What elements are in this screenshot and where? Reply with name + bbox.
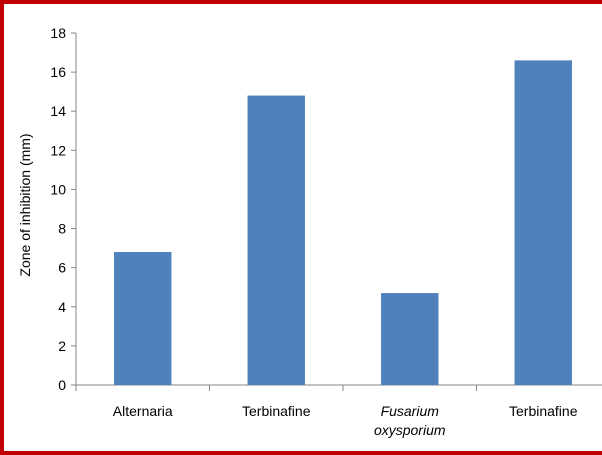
- x-category-label-line: Terbinafine: [509, 403, 578, 419]
- x-category-label: Alternaria: [113, 403, 173, 419]
- y-tick-label: 16: [50, 64, 66, 80]
- x-axis-labels: Alternaria Terbinafine Fusarium oxysporium T…: [113, 403, 578, 438]
- y-tick-label: 4: [58, 299, 66, 315]
- y-tick-label: 10: [50, 181, 66, 197]
- y-tick-label: 14: [50, 103, 66, 119]
- y-tick-label: 8: [58, 221, 66, 237]
- x-category-label-line: oxysporium: [374, 422, 446, 438]
- x-category-label-line: Terbinafine: [242, 403, 311, 419]
- y-tick-label: 6: [58, 260, 66, 276]
- y-tick-label: 12: [50, 142, 66, 158]
- x-category-label: Terbinafine: [509, 403, 578, 419]
- x-category-label: Terbinafine: [242, 403, 311, 419]
- x-category-label-line: Fusarium: [381, 403, 440, 419]
- bar: [114, 252, 172, 385]
- bar: [381, 293, 439, 385]
- x-category-label-line: Alternaria: [113, 403, 173, 419]
- y-tick-label: 2: [58, 338, 66, 354]
- bars: [114, 60, 572, 386]
- y-axis: 0 2 4 6 8 10 12 14 16 18: [50, 25, 77, 393]
- x-category-label: Fusarium oxysporium: [374, 403, 446, 438]
- x-axis: [75, 384, 602, 391]
- y-tick-label: 0: [58, 377, 66, 393]
- bar: [514, 60, 572, 385]
- bar: [247, 95, 305, 386]
- y-axis-title: Zone of inhibition (mm): [17, 133, 33, 276]
- y-tick-label: 18: [50, 25, 66, 41]
